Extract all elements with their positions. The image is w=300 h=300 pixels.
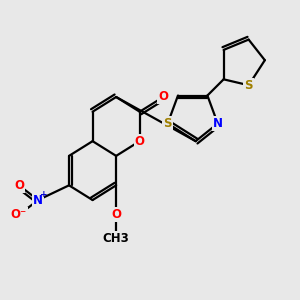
Text: +: +: [40, 190, 47, 199]
Text: O: O: [158, 91, 168, 103]
Text: O⁻: O⁻: [11, 208, 27, 221]
Text: CH3: CH3: [103, 232, 130, 245]
Text: N: N: [213, 117, 223, 130]
Text: O: O: [14, 179, 24, 192]
Text: S: S: [244, 79, 253, 92]
Text: O: O: [111, 208, 121, 221]
Text: N: N: [33, 194, 43, 207]
Text: S: S: [164, 117, 172, 130]
Text: O: O: [135, 135, 145, 148]
